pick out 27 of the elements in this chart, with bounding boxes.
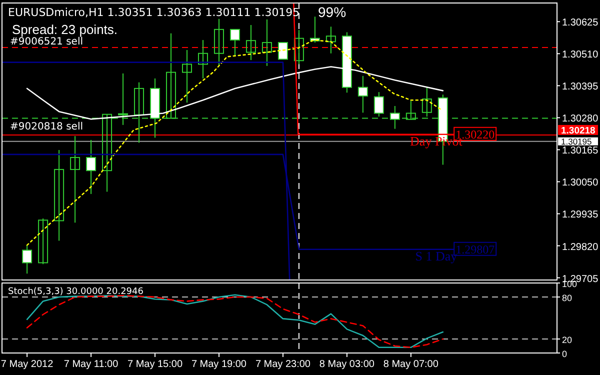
y-tick-label: 1.30395 — [562, 82, 599, 93]
x-tick-label: 7 May 23:00 — [255, 359, 311, 370]
y-tick-label: 1.30050 — [562, 178, 599, 189]
x-tick-label: 8 May 07:00 — [383, 359, 439, 370]
ref-line-label: #9020818 sell — [10, 121, 84, 132]
y-tick-label: 1.30510 — [562, 50, 599, 61]
x-tick-label: 8 May 03:00 — [319, 359, 375, 370]
annotation: 1.29807 — [456, 242, 495, 256]
annotation: 99% — [318, 4, 346, 20]
y-tick-label: 1.30165 — [562, 146, 599, 157]
y-tick-label: 1.30280 — [562, 114, 599, 125]
ref-line-label: #9006521 sell — [10, 36, 84, 48]
ref-line-label: 1.30218 — [561, 125, 596, 136]
x-tick-label: 7 May 19:00 — [191, 359, 247, 370]
x-tick-label: 7 May 15:00 — [127, 359, 183, 370]
annotation: Spread: 23 points. — [12, 22, 118, 37]
ref-line-label: 1.30195 — [561, 136, 592, 146]
annotation: S 1 Day — [415, 248, 458, 264]
y-tick-label: 20 — [562, 335, 572, 345]
y-tick-label: 80 — [562, 293, 572, 303]
y-tick-label: 1.30625 — [562, 18, 599, 29]
chart-title: Stoch(5,3,3) 30.0000 20.2946 — [8, 287, 144, 297]
x-tick-label: 7 May 2012 — [0, 359, 54, 370]
x-tick-label: 7 May 11:00 — [64, 359, 119, 370]
y-tick-label: 1.29820 — [562, 242, 599, 253]
y-tick-label: 0 — [562, 349, 568, 359]
y-tick-label: 1.29935 — [562, 210, 599, 221]
